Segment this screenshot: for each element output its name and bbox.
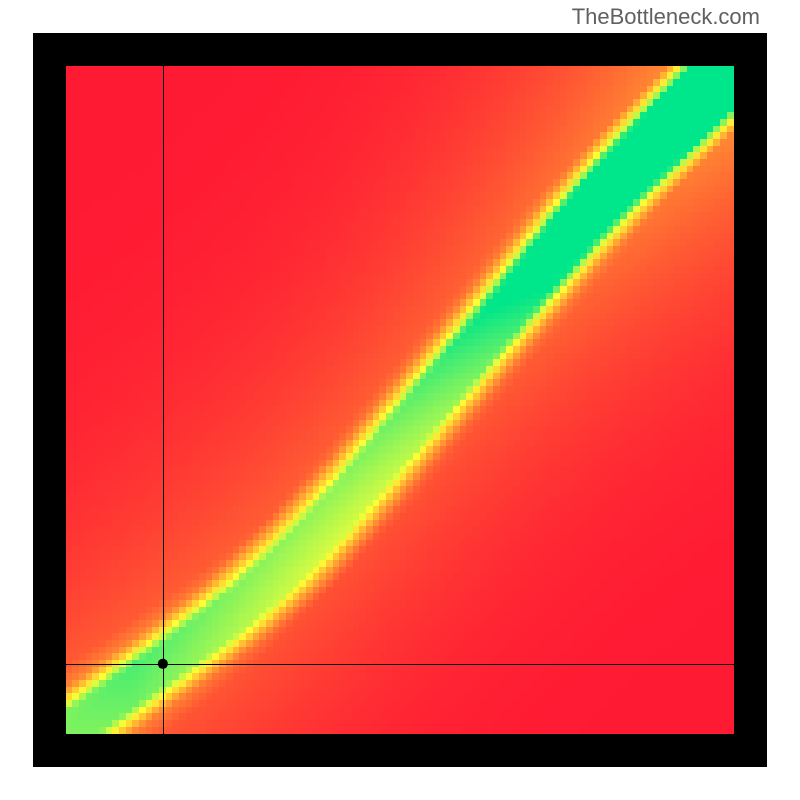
heatmap-canvas bbox=[66, 66, 734, 734]
chart-frame bbox=[33, 33, 767, 767]
attribution-label: TheBottleneck.com bbox=[572, 4, 760, 30]
heatmap-plot bbox=[66, 66, 734, 734]
chart-container: TheBottleneck.com bbox=[0, 0, 800, 800]
